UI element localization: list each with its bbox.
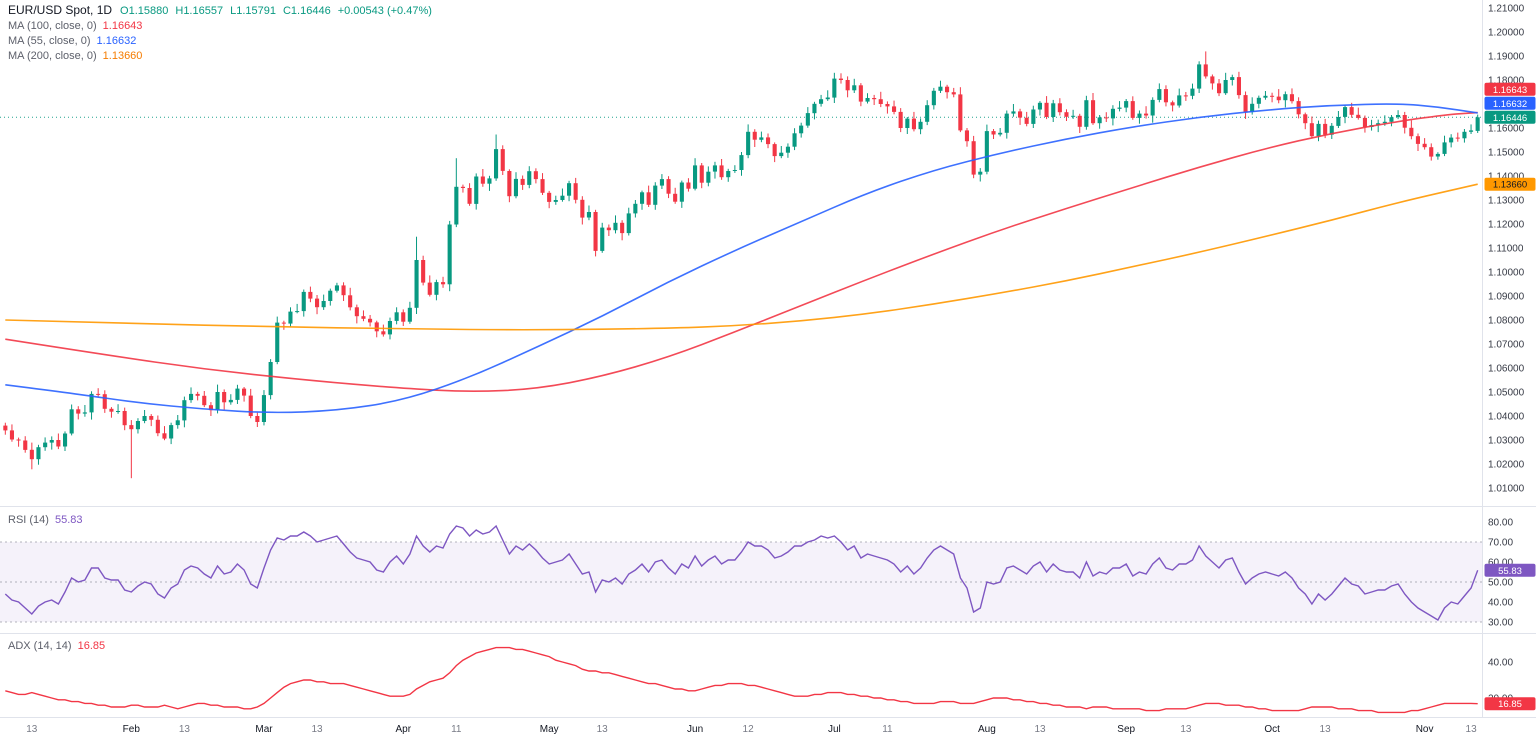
ma200-value: 1.13660: [102, 50, 143, 62]
ma55-price-badge-text: 1.16632: [1493, 99, 1527, 110]
ma200-label: MA (200, close, 0): [8, 50, 97, 62]
ma55-price-badge: [1484, 96, 1536, 110]
ma200-legend-row[interactable]: MA (200, close, 0) 1.13660: [8, 49, 439, 64]
time-axis-label: 13: [311, 724, 323, 735]
price-axis-label: 1.12000: [1488, 220, 1525, 231]
price-scale[interactable]: 1.210001.200001.190001.180001.170001.160…: [1488, 4, 1525, 495]
price-axis-label: 1.13000: [1488, 196, 1525, 207]
time-axis-label: 13: [1180, 724, 1192, 735]
price-axis-label: 1.06000: [1488, 364, 1525, 375]
ma200-price-badge: [1484, 177, 1536, 191]
time-axis-label: 13: [179, 724, 191, 735]
time-axis-label: 12: [743, 724, 755, 735]
price-axis-label: 1.03000: [1488, 436, 1525, 447]
ma-55-line: [5, 103, 1478, 414]
adx-axis-label: 40.00: [1488, 658, 1513, 669]
adx-line: [5, 646, 1478, 714]
last-price-badge-text: 1.16446: [1493, 113, 1527, 124]
time-axis-label: 13: [597, 724, 609, 735]
ma100-price-badge: [1484, 82, 1536, 96]
time-axis-label: Aug: [978, 724, 996, 735]
rsi-axis-label: 30.00: [1488, 618, 1513, 629]
price-axis-label: 1.10000: [1488, 268, 1525, 279]
ma55-legend-row[interactable]: MA (55, close, 0) 1.16632: [8, 34, 439, 49]
price-axis-label: 1.16000: [1488, 124, 1525, 135]
price-axis-label: 1.02000: [1488, 460, 1525, 471]
price-axis-label: 1.01000: [1488, 484, 1525, 495]
adx-badge: 16.85: [1484, 697, 1536, 711]
time-axis-label: Oct: [1264, 724, 1280, 735]
adx-value-badge: [1484, 697, 1536, 711]
price-badges: 1.16643 1.16632 1.16446 1.13660: [1484, 82, 1536, 191]
rsi-label: RSI (14): [8, 514, 49, 526]
time-axis-label: Apr: [396, 724, 412, 735]
ohlc-low: L1.15791: [230, 5, 276, 17]
symbol-title: EUR/USD Spot, 1D: [8, 3, 113, 17]
ma55-label: MA (55, close, 0): [8, 35, 91, 47]
rsi-axis-label: 60.00: [1488, 558, 1513, 569]
price-axis-label: 1.18000: [1488, 76, 1525, 87]
ma100-legend-row[interactable]: MA (100, close, 0) 1.16643: [8, 19, 439, 34]
ma-100-line: [5, 111, 1478, 393]
time-axis-label: 13: [26, 724, 38, 735]
time-axis-label: Mar: [255, 724, 273, 735]
time-axis-label: 13: [1320, 724, 1332, 735]
time-axis-label: Feb: [123, 724, 141, 735]
rsi-value-badge: [1484, 563, 1536, 577]
ma200-price-badge-text: 1.13660: [1493, 180, 1527, 191]
rsi-zone: [0, 541, 1483, 623]
time-axis-label: 11: [882, 724, 893, 735]
price-axis-label: 1.14000: [1488, 172, 1525, 183]
rsi-axis-label: 80.00: [1488, 518, 1513, 529]
symbol-row[interactable]: EUR/USD Spot, 1D O1.15880 H1.16557 L1.15791…: [8, 3, 439, 19]
price-axis-label: 1.08000: [1488, 316, 1525, 327]
price-axis-label: 1.05000: [1488, 388, 1525, 399]
adx-legend[interactable]: ADX (14, 14) 16.85: [8, 639, 105, 654]
rsi-value: 55.83: [54, 514, 83, 526]
price-axis-label: 1.19000: [1488, 52, 1525, 63]
panel-separators: [0, 0, 1536, 718]
price-axis-label: 1.07000: [1488, 340, 1525, 351]
adx-value-badge-text: 16.85: [1498, 699, 1522, 710]
candlesticks: [3, 51, 1480, 479]
main-legend[interactable]: EUR/USD Spot, 1D O1.15880 H1.16557 L1.15791…: [8, 3, 439, 64]
price-axis-label: 1.20000: [1488, 28, 1525, 39]
price-axis-label: 1.21000: [1488, 4, 1525, 15]
ma55-value: 1.16632: [96, 35, 137, 47]
price-axis-label: 1.04000: [1488, 412, 1525, 423]
price-axis-label: 1.09000: [1488, 292, 1525, 303]
price-axis-label: 1.11000: [1488, 244, 1524, 255]
rsi-value-badge-text: 55.83: [1498, 566, 1522, 577]
ohlc-high: H1.16557: [175, 5, 224, 17]
time-axis-label: Sep: [1117, 724, 1135, 735]
adx-label: ADX (14, 14): [8, 640, 72, 652]
ma-200-line: [5, 183, 1478, 331]
rsi-badge: 55.83: [1484, 563, 1536, 577]
time-axis-label: Jun: [687, 724, 703, 735]
time-axis-label: Jul: [828, 724, 841, 735]
ma100-label: MA (100, close, 0): [8, 20, 97, 32]
time-axis-label: May: [540, 724, 559, 735]
time-axis-label: 11: [451, 724, 462, 735]
ma100-value: 1.16643: [102, 20, 143, 32]
rsi-scale[interactable]: 80.00 70.00 60.00 50.00 40.00 30.00: [1488, 518, 1513, 629]
rsi-line: [4, 524, 1479, 621]
price-axis-label: 1.15000: [1488, 148, 1525, 159]
time-axis-label: 13: [1034, 724, 1046, 735]
rsi-axis-label: 40.00: [1488, 598, 1513, 609]
rsi-axis-label: 50.00: [1488, 578, 1513, 589]
ma100-price-badge-text: 1.16643: [1493, 85, 1527, 96]
time-axis-label: 13: [1466, 724, 1478, 735]
time-scale[interactable]: 13 Feb 13 Mar 13 Apr 11 May 13 Jun 12 Jul 11 Aug 13 Sep…: [26, 724, 1477, 735]
ohlc-open: O1.15880: [120, 5, 169, 17]
adx-value: 16.85: [77, 640, 106, 652]
rsi-axis-label: 70.00: [1488, 538, 1513, 549]
time-axis-label: Nov: [1416, 724, 1434, 735]
ohlc-close: C1.16446: [282, 5, 331, 17]
rsi-legend[interactable]: RSI (14) 55.83: [8, 513, 83, 528]
ohlc-change: +0.00543 (+0.47%): [337, 5, 432, 17]
last-price-badge: [1484, 110, 1536, 124]
